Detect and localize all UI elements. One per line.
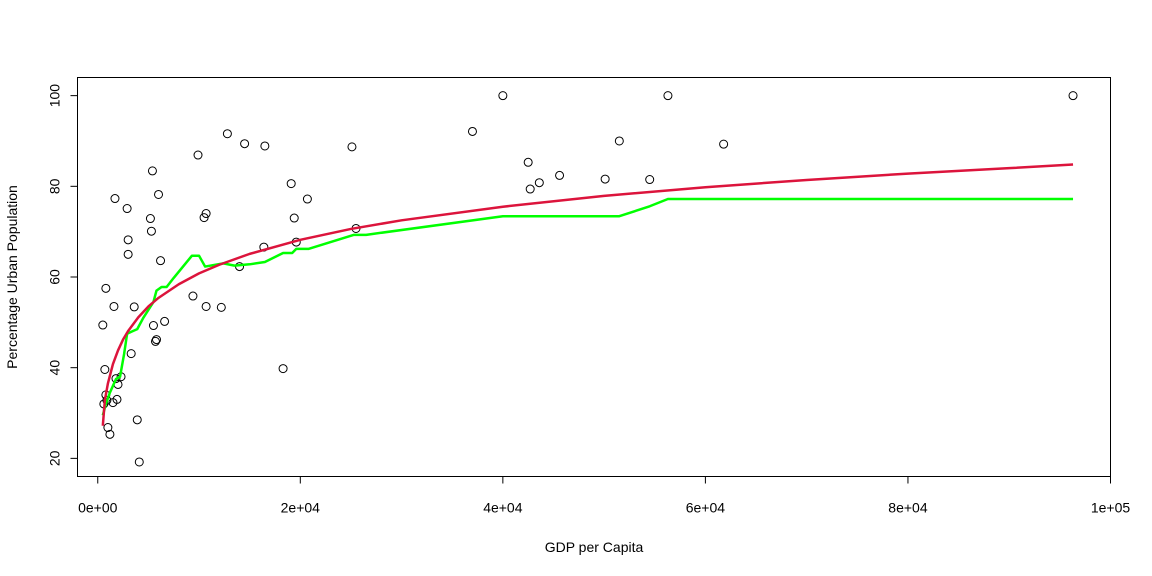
y-tick-label: 40	[47, 360, 63, 376]
data-point	[103, 423, 113, 433]
y-axis-title: Percentage Urban Population	[4, 185, 20, 369]
data-point	[105, 429, 115, 439]
x-tick-label: 8e+04	[888, 500, 928, 516]
data-point	[193, 150, 203, 160]
data-point	[614, 136, 624, 146]
data-point	[151, 335, 161, 345]
data-point	[148, 321, 158, 331]
data-point	[216, 302, 226, 312]
plot-frame	[77, 77, 1111, 477]
data-point	[145, 214, 155, 224]
y-tick-label: 100	[47, 84, 63, 108]
chart-marks	[98, 91, 1078, 467]
y-tick-label: 60	[47, 269, 63, 285]
axes: 0e+00 2e+04 4e+04 6e+04 8e+04 1e+05 20 40 60 80 10…	[47, 84, 1131, 516]
data-point	[523, 157, 533, 167]
x-tick-label: 1e+05	[1091, 500, 1131, 516]
data-point	[289, 213, 299, 223]
data-point	[109, 301, 119, 311]
data-point	[347, 142, 357, 152]
data-point	[199, 213, 209, 223]
data-point	[534, 178, 544, 188]
data-point	[201, 301, 211, 311]
data-point	[132, 415, 142, 425]
data-point	[112, 394, 122, 404]
data-point	[126, 349, 136, 359]
x-tick-label: 4e+04	[483, 500, 523, 516]
data-point	[100, 364, 110, 374]
data-point	[98, 320, 108, 330]
data-point	[663, 91, 673, 101]
data-point	[110, 194, 120, 204]
data-point	[201, 209, 211, 219]
data-point	[146, 226, 156, 236]
data-point	[600, 174, 610, 184]
data-point	[154, 189, 164, 199]
data-point	[719, 139, 729, 149]
data-point	[188, 291, 198, 301]
data-point	[467, 126, 477, 136]
data-point	[1068, 91, 1078, 101]
data-point	[555, 170, 565, 180]
data-point	[240, 139, 250, 149]
data-point	[156, 256, 166, 266]
data-point	[260, 141, 270, 151]
data-point	[129, 302, 139, 312]
data-point	[123, 249, 133, 259]
smooth-fit-line	[101, 197, 1074, 416]
data-point	[525, 184, 535, 194]
data-point	[160, 316, 170, 326]
y-tick-label: 80	[47, 178, 63, 194]
data-point	[645, 175, 655, 185]
data-point	[101, 283, 111, 293]
data-point	[286, 179, 296, 189]
log-fit-line	[101, 163, 1074, 426]
x-axis-title: GDP per Capita	[545, 539, 644, 555]
data-point	[122, 204, 132, 214]
data-point	[147, 166, 157, 176]
x-tick-label: 2e+04	[281, 500, 321, 516]
data-point	[302, 194, 312, 204]
data-point	[134, 457, 144, 467]
data-point	[222, 129, 232, 139]
data-point	[150, 336, 160, 346]
data-point	[498, 91, 508, 101]
data-point	[111, 374, 121, 384]
y-tick-label: 20	[47, 450, 63, 466]
data-point	[123, 235, 133, 245]
data-point	[278, 364, 288, 374]
x-tick-label: 0e+00	[78, 500, 118, 516]
x-tick-label: 6e+04	[686, 500, 726, 516]
